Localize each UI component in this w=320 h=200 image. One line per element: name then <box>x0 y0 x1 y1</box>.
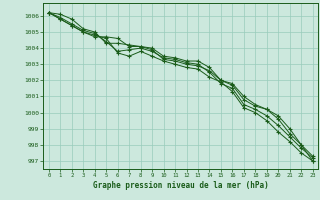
X-axis label: Graphe pression niveau de la mer (hPa): Graphe pression niveau de la mer (hPa) <box>93 181 269 190</box>
